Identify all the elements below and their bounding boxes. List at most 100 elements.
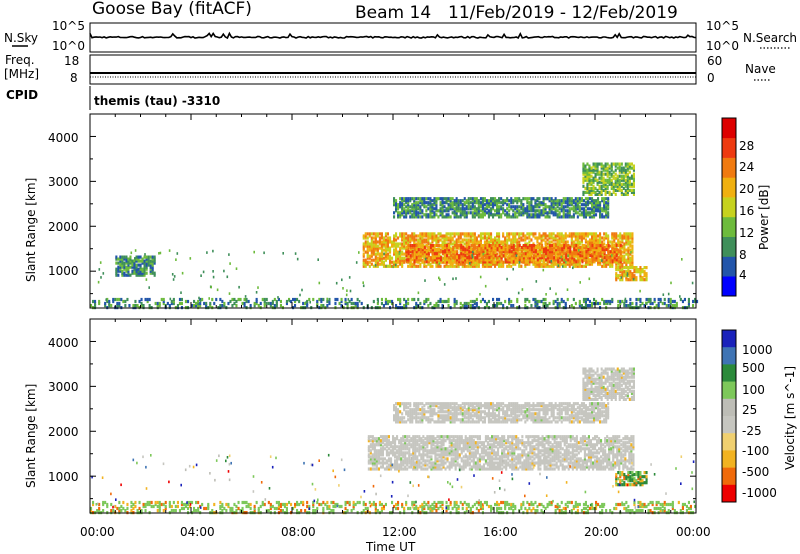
power-cell (549, 260, 552, 264)
power-cell (466, 252, 469, 256)
power-cell (405, 199, 408, 203)
power-cell (433, 203, 436, 207)
power-cell (443, 283, 446, 286)
power-cell (479, 238, 482, 242)
power-cell (407, 246, 410, 250)
power-cell (485, 211, 488, 215)
power-cell (429, 213, 432, 217)
power-cell (393, 215, 396, 219)
power-cell (143, 259, 146, 263)
power-cell (442, 250, 445, 254)
power-cell (615, 274, 618, 278)
power-cell (376, 246, 379, 250)
velocity-cell (398, 439, 401, 443)
velocity-cell (381, 439, 384, 443)
power-cell (423, 301, 426, 306)
power-cell (569, 248, 572, 252)
power-cell (582, 166, 585, 170)
power-cell (141, 273, 144, 277)
power-cell (540, 201, 543, 205)
velocity-cell (442, 451, 445, 455)
velocity-cell (390, 445, 393, 449)
power-cell (411, 234, 414, 238)
power-cell (671, 304, 674, 308)
velocity-cell (392, 439, 395, 443)
power-cell (607, 299, 610, 304)
power-cell (508, 234, 511, 238)
velocity-cell (450, 439, 453, 443)
power-cell (419, 207, 422, 211)
power-cell (604, 162, 607, 166)
power-cell (411, 262, 414, 266)
power-cell (624, 178, 627, 182)
power-cell (627, 256, 630, 260)
power-cell (458, 258, 461, 262)
power-cell (449, 236, 452, 240)
power-cell (492, 258, 495, 262)
velocity-cell (408, 443, 411, 447)
velocity-cell (371, 435, 374, 439)
power-cell (627, 266, 630, 270)
power-cell (447, 297, 450, 302)
power-cell (121, 255, 124, 259)
power-cell (273, 304, 276, 308)
power-cell (532, 248, 535, 252)
power-cell (298, 299, 301, 304)
power-cell (433, 238, 436, 242)
power-cell (526, 248, 529, 252)
power-cell (364, 250, 367, 254)
power-cell (626, 162, 629, 166)
power-cell (431, 236, 434, 240)
power-cell (464, 254, 467, 258)
power-cell (212, 270, 214, 273)
power-cell (657, 301, 660, 306)
power-cell (159, 251, 162, 255)
power-cell (456, 258, 459, 262)
power-cell (425, 256, 428, 260)
power-cell (555, 248, 558, 252)
velocity-cell (434, 449, 437, 453)
power-cell (624, 164, 627, 168)
power-cell (485, 301, 488, 306)
power-cell (592, 178, 595, 182)
power-cell (98, 301, 101, 306)
date-range: 11/Feb/2019 - 12/Feb/2019 (448, 3, 678, 23)
power-cell (591, 252, 594, 256)
power-cell (467, 264, 470, 268)
power-cell (687, 304, 690, 308)
power-cell (449, 205, 452, 209)
power-cell (380, 258, 383, 262)
velocity-cell (448, 467, 451, 471)
power-cell (605, 262, 608, 266)
power-cell (623, 304, 626, 308)
power-cell (612, 184, 615, 188)
power-cell (473, 215, 476, 219)
power-cell (455, 301, 458, 306)
power-cell (629, 301, 632, 306)
power-cell (621, 268, 624, 272)
power-cell (546, 242, 549, 246)
power-cell (596, 188, 599, 192)
power-cell (600, 176, 603, 180)
power-cell (604, 168, 607, 172)
power-cell (502, 246, 505, 250)
velocity-cell (418, 465, 421, 469)
power-cell (413, 236, 416, 240)
power-cell (570, 203, 573, 207)
power-cell (483, 209, 486, 213)
power-cell (439, 203, 442, 207)
power-cell (630, 176, 633, 180)
power-cell (415, 252, 418, 256)
power-cell (550, 209, 553, 213)
power-cell (482, 258, 485, 262)
power-cell (673, 299, 676, 304)
power-cell (417, 203, 420, 207)
power-cell (413, 256, 416, 260)
power-cell (536, 238, 539, 242)
power-cell (486, 260, 489, 264)
power-cell (530, 215, 533, 219)
power-cell (413, 232, 416, 236)
power-cell (514, 213, 517, 217)
velocity-cell (438, 467, 441, 471)
power-cell (393, 242, 396, 246)
